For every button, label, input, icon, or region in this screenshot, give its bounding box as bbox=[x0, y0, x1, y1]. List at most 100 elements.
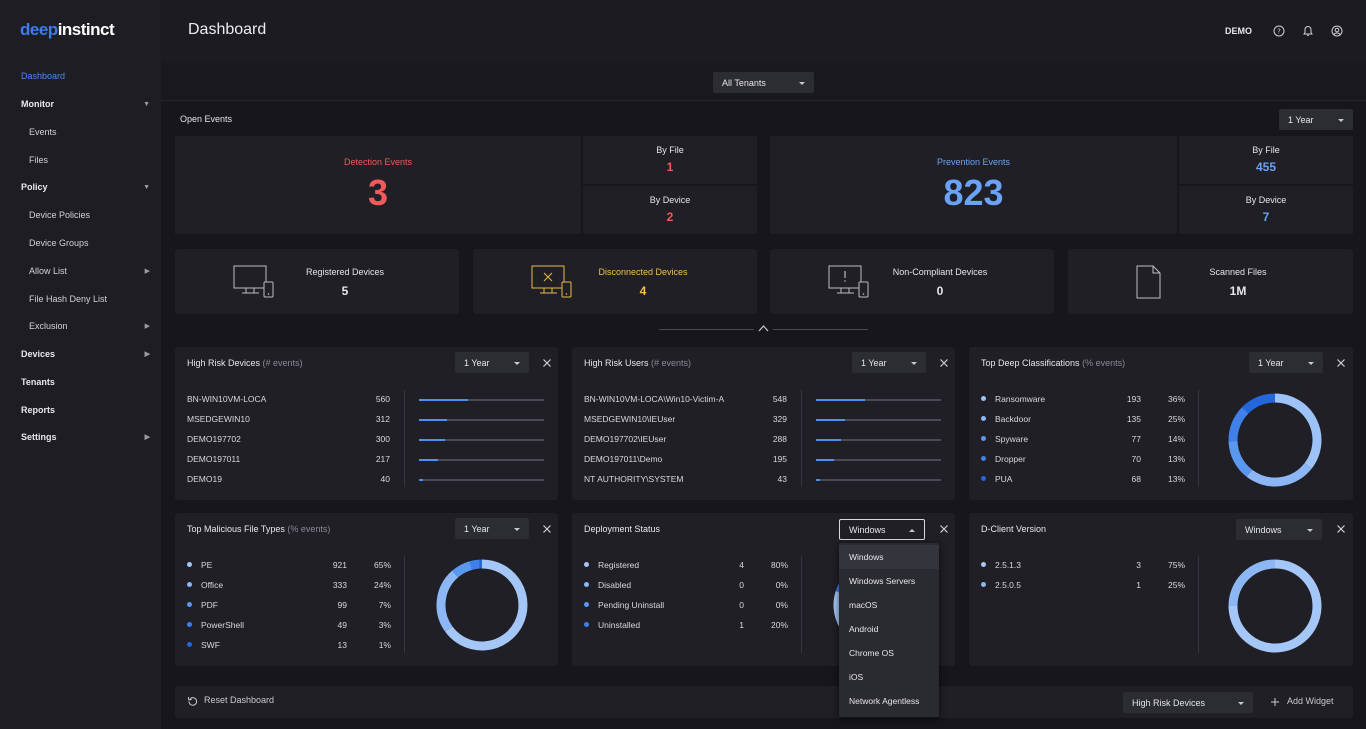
donut-slice[interactable] bbox=[436, 570, 459, 632]
sidebar-item-monitor[interactable]: Monitor ▼ bbox=[0, 93, 161, 115]
row-name[interactable]: DEMO197702\IEUser bbox=[584, 434, 667, 444]
legend-name[interactable]: PDF bbox=[201, 600, 218, 610]
os-option-network-agentless[interactable]: Network Agentless bbox=[849, 696, 920, 706]
help-icon[interactable]: ? bbox=[1273, 25, 1285, 37]
donut-slice[interactable] bbox=[445, 559, 528, 651]
legend-name[interactable]: Uninstalled bbox=[598, 620, 641, 630]
os-select[interactable]: Windows bbox=[1236, 519, 1322, 540]
widget-range-select[interactable]: 1 Year bbox=[852, 352, 926, 373]
sidebar-item-events[interactable]: Events bbox=[29, 127, 57, 137]
donut-slice[interactable] bbox=[1228, 559, 1322, 653]
donut-slice[interactable] bbox=[1228, 559, 1276, 607]
prevention-by-file[interactable]: By File 455 bbox=[1179, 136, 1353, 184]
prevention-events-card[interactable]: Prevention Events 823 bbox=[770, 136, 1177, 234]
legend-name[interactable]: Dropper bbox=[995, 454, 1026, 464]
svg-text:?: ? bbox=[1277, 28, 1281, 36]
sidebar-item-allow-list[interactable]: Allow List ▶ bbox=[0, 260, 161, 282]
disconnected-devices-card[interactable]: Disconnected Devices 4 bbox=[473, 249, 757, 314]
row-name[interactable]: DEMO197011\Demo bbox=[584, 454, 663, 464]
tenant-select[interactable]: All Tenants bbox=[713, 72, 814, 93]
legend-name[interactable]: 2.5.1.3 bbox=[995, 560, 1021, 570]
user-name[interactable]: DEMO bbox=[1225, 26, 1252, 36]
detection-events-card[interactable]: Detection Events 3 bbox=[175, 136, 581, 234]
close-icon[interactable] bbox=[542, 524, 552, 534]
os-option-chrome-os[interactable]: Chrome OS bbox=[849, 648, 894, 658]
donut-slice[interactable] bbox=[452, 561, 473, 578]
legend-name[interactable]: Backdoor bbox=[995, 414, 1031, 424]
sidebar-item-settings[interactable]: Settings ▶ bbox=[0, 426, 161, 448]
donut-slice[interactable] bbox=[1242, 393, 1276, 414]
sidebar-item-files[interactable]: Files bbox=[29, 155, 49, 165]
sidebar-item-tenants[interactable]: Tenants bbox=[21, 377, 55, 387]
row-count: 548 bbox=[772, 394, 787, 404]
donut-slice[interactable] bbox=[469, 559, 481, 570]
legend-dot bbox=[981, 582, 986, 587]
sidebar-item-dashboard[interactable]: Dashboard bbox=[21, 71, 66, 81]
row-bar-fill bbox=[419, 479, 423, 481]
legend-name[interactable]: 2.5.0.5 bbox=[995, 580, 1021, 590]
legend-name[interactable]: PUA bbox=[995, 474, 1013, 484]
registered-devices-card[interactable]: Registered Devices 5 bbox=[175, 249, 459, 314]
prevention-by-device[interactable]: By Device 7 bbox=[1179, 186, 1353, 234]
sidebar-item-file-hash-deny-list[interactable]: File Hash Deny List bbox=[29, 294, 108, 304]
donut-slice[interactable] bbox=[1246, 462, 1312, 487]
row-name[interactable]: DEMO19 bbox=[187, 474, 222, 484]
row-name[interactable]: DEMO197011 bbox=[187, 454, 241, 464]
detection-by-file[interactable]: By File 1 bbox=[583, 136, 757, 184]
row-name[interactable]: BN-WIN10VM-LOCA bbox=[187, 394, 267, 404]
row-name[interactable]: MSEDGEWIN10\IEUser bbox=[584, 414, 676, 424]
os-option-ios[interactable]: iOS bbox=[849, 672, 864, 682]
bell-icon[interactable] bbox=[1302, 25, 1314, 37]
legend-name[interactable]: Disabled bbox=[598, 580, 632, 590]
os-option-windows[interactable]: Windows bbox=[839, 545, 939, 569]
row-name[interactable]: BN-WIN10VM-LOCA\Win10-Victim-A bbox=[584, 394, 725, 404]
os-option-windows-servers[interactable]: Windows Servers bbox=[849, 576, 916, 586]
detection-by-device[interactable]: By Device 2 bbox=[583, 186, 757, 234]
row-name[interactable]: MSEDGEWIN10 bbox=[187, 414, 250, 424]
legend-name[interactable]: PE bbox=[201, 560, 213, 570]
legend-name[interactable]: PowerShell bbox=[201, 620, 244, 630]
legend-name[interactable]: SWF bbox=[201, 640, 220, 650]
reset-dashboard-button[interactable]: Reset Dashboard bbox=[204, 695, 275, 705]
user-icon[interactable] bbox=[1331, 25, 1343, 37]
legend-name[interactable]: Spyware bbox=[995, 434, 1029, 444]
widget-type-select[interactable]: High Risk Devices bbox=[1123, 692, 1253, 713]
legend-dot bbox=[584, 562, 589, 567]
row-name[interactable]: NT AUTHORITY\SYSTEM bbox=[584, 474, 684, 484]
reset-icon[interactable] bbox=[187, 696, 198, 707]
legend-dot bbox=[981, 396, 986, 401]
non-compliant-devices-card[interactable]: Non-Compliant Devices 0 bbox=[770, 249, 1054, 314]
donut-slice[interactable] bbox=[1228, 440, 1253, 477]
scanned-files-card[interactable]: Scanned Files 1M bbox=[1068, 249, 1353, 314]
add-widget-button[interactable]: Add Widget bbox=[1287, 696, 1334, 706]
legend-name[interactable]: Pending Uninstall bbox=[598, 600, 665, 610]
widget-range-select[interactable]: 1 Year bbox=[455, 518, 529, 539]
chevron-up-icon[interactable] bbox=[758, 324, 769, 332]
os-option-macos[interactable]: macOS bbox=[849, 600, 878, 610]
os-select[interactable]: Windows bbox=[839, 519, 925, 540]
sidebar-item-policy[interactable]: Policy ▼ bbox=[0, 176, 161, 198]
logo[interactable]: deepinstinct bbox=[20, 20, 115, 39]
sidebar-item-exclusion[interactable]: Exclusion ▶ bbox=[0, 315, 161, 337]
close-icon[interactable] bbox=[939, 358, 949, 368]
donut-slice[interactable] bbox=[1274, 393, 1322, 469]
legend-name[interactable]: Registered bbox=[598, 560, 640, 570]
donut-slice[interactable] bbox=[1228, 407, 1249, 442]
open-events-range-select[interactable]: 1 Year bbox=[1279, 109, 1353, 130]
close-icon[interactable] bbox=[939, 524, 949, 534]
sidebar-item-devices[interactable]: Devices ▶ bbox=[0, 343, 161, 365]
close-icon[interactable] bbox=[1336, 358, 1346, 368]
widget-range-select[interactable]: 1 Year bbox=[1249, 352, 1323, 373]
widget-range-select[interactable]: 1 Year bbox=[455, 352, 529, 373]
caret-down-icon bbox=[1307, 528, 1313, 532]
legend-name[interactable]: Office bbox=[201, 580, 224, 590]
sidebar-item-reports[interactable]: Reports bbox=[21, 405, 56, 415]
sidebar-item-device-groups[interactable]: Device Groups bbox=[29, 238, 89, 248]
row-name[interactable]: DEMO197702 bbox=[187, 434, 241, 444]
close-icon[interactable] bbox=[1336, 524, 1346, 534]
os-option-android[interactable]: Android bbox=[849, 624, 879, 634]
plus-icon[interactable] bbox=[1270, 697, 1280, 707]
sidebar-item-device-policies[interactable]: Device Policies bbox=[29, 210, 91, 220]
legend-name[interactable]: Ransomware bbox=[995, 394, 1046, 404]
close-icon[interactable] bbox=[542, 358, 552, 368]
